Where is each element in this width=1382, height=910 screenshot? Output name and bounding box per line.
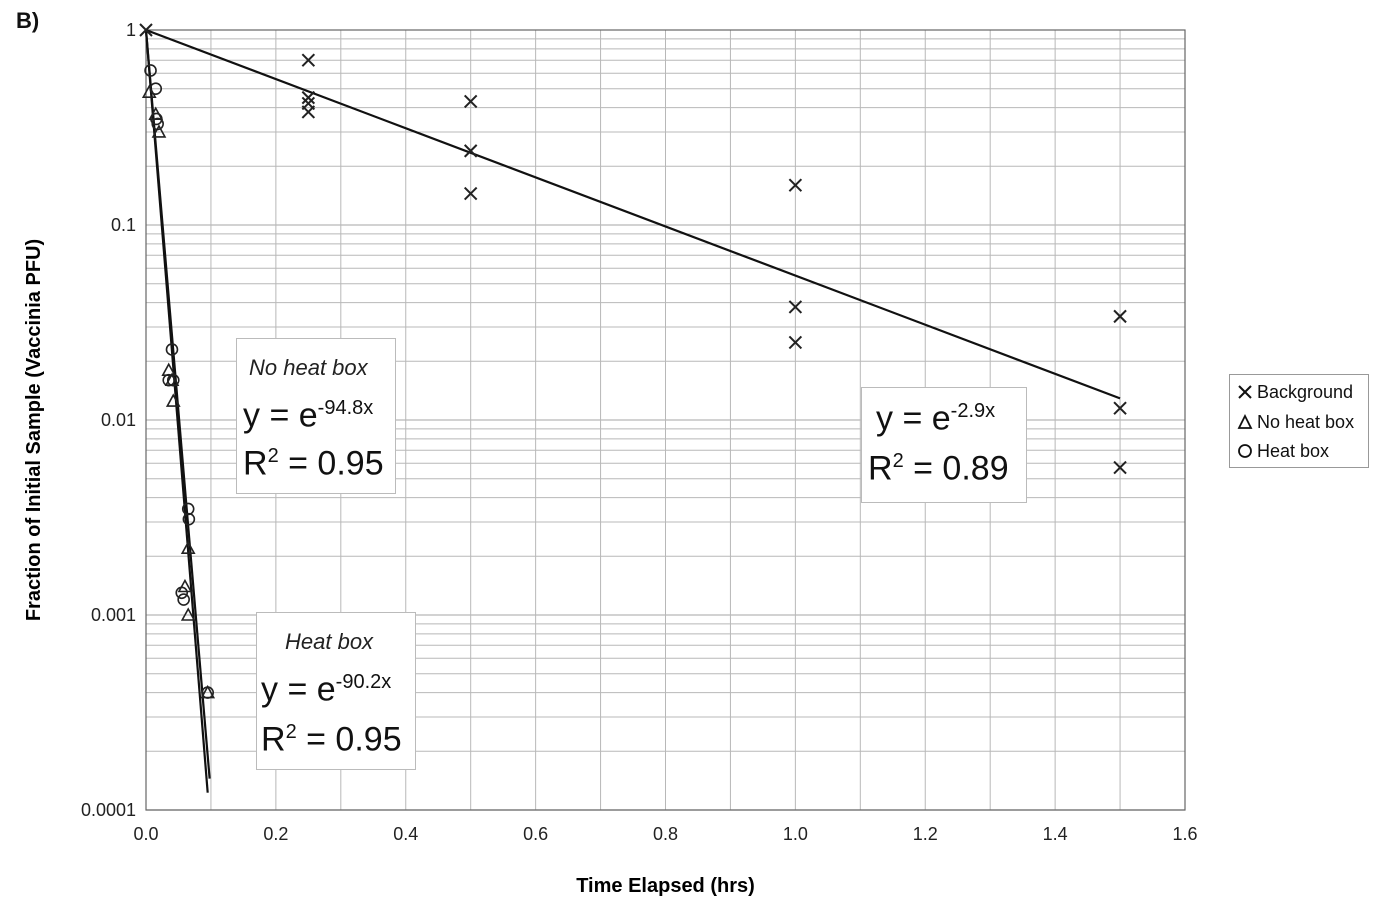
r-squared: R2 = 0.89 bbox=[868, 449, 1009, 488]
marker-circle bbox=[149, 82, 163, 96]
x-tick-label: 0.4 bbox=[393, 824, 418, 844]
marker-x-stroke bbox=[788, 178, 803, 192]
marker-x bbox=[301, 105, 316, 119]
y-tick-label: 0.01 bbox=[101, 410, 136, 430]
equation: y = e-2.9x bbox=[876, 399, 996, 438]
marker-circle bbox=[150, 112, 163, 126]
marker-x bbox=[301, 90, 316, 105]
equation-box-background: y = e-2.9x R2 = 0.89 bbox=[861, 387, 1027, 503]
equation-box-no-heat: No heat box y = e-94.8x R2 = 0.95 bbox=[236, 338, 396, 494]
marker-x-stroke bbox=[1113, 309, 1127, 324]
marker-triangle bbox=[180, 607, 196, 621]
circle-marker-icon bbox=[1238, 444, 1252, 458]
x-tick-label: 0.6 bbox=[523, 824, 548, 844]
x-tick-label: 0.0 bbox=[133, 824, 158, 844]
legend: Background No heat box Heat box bbox=[1229, 374, 1369, 468]
marker-circle bbox=[177, 593, 190, 606]
marker-circle bbox=[182, 512, 196, 526]
marker-triangle bbox=[151, 124, 167, 138]
legend-label: No heat box bbox=[1257, 411, 1355, 432]
x-tick-label: 1.0 bbox=[783, 824, 808, 844]
marker-x-stroke bbox=[788, 335, 803, 350]
marker-x-stroke bbox=[1113, 460, 1127, 475]
marker-x-stroke bbox=[463, 144, 478, 158]
marker-x-stroke bbox=[1113, 401, 1127, 415]
marker-x bbox=[463, 94, 478, 109]
r-squared: R2 = 0.95 bbox=[243, 444, 384, 483]
y-tick-label: 0.1 bbox=[111, 215, 136, 235]
x-axis-label: Time Elapsed (hrs) bbox=[576, 875, 755, 897]
marker-circle bbox=[151, 117, 164, 131]
marker-triangle bbox=[177, 578, 193, 593]
marker-x-stroke bbox=[463, 186, 478, 201]
marker-x bbox=[139, 23, 153, 37]
marker-triangle bbox=[165, 393, 181, 407]
panel-label: B) bbox=[16, 8, 40, 33]
marker-x-stroke bbox=[788, 300, 803, 314]
marker-circle bbox=[165, 343, 179, 356]
x-tick-label: 0.8 bbox=[653, 824, 678, 844]
triangle-marker-icon bbox=[1237, 413, 1253, 429]
marker-x-stroke bbox=[301, 90, 316, 105]
marker-x bbox=[788, 300, 803, 314]
equation: y = e-90.2x bbox=[261, 670, 392, 709]
equation-box-heat: Heat box y = e-90.2x R2 = 0.95 bbox=[256, 612, 416, 770]
marker-x-stroke bbox=[301, 105, 316, 119]
equation-title: No heat box bbox=[249, 355, 368, 380]
marker-circle bbox=[201, 686, 214, 699]
marker-x bbox=[463, 186, 478, 201]
marker-x bbox=[1113, 309, 1127, 324]
equation-title: Heat box bbox=[285, 629, 374, 654]
r-squared: R2 = 0.95 bbox=[261, 720, 402, 759]
y-tick-label: 1 bbox=[126, 20, 136, 40]
x-marker-icon bbox=[1238, 385, 1252, 399]
marker-x bbox=[1113, 401, 1127, 415]
marker-circle bbox=[166, 373, 180, 387]
x-tick-label: 0.2 bbox=[263, 824, 288, 844]
x-tick-label: 1.6 bbox=[1172, 824, 1197, 844]
legend-item-heat-box: Heat box bbox=[1236, 438, 1329, 464]
marker-triangle bbox=[141, 84, 157, 98]
x-tick-label: 1.4 bbox=[1043, 824, 1068, 844]
marker-x bbox=[788, 178, 803, 192]
y-tick-label: 0.0001 bbox=[81, 800, 136, 820]
y-axis-label: Fraction of Initial Sample (Vaccinia PFU… bbox=[23, 239, 45, 621]
legend-item-no-heat-box: No heat box bbox=[1236, 409, 1354, 435]
x-tick-label: 1.2 bbox=[913, 824, 938, 844]
data-markers bbox=[139, 23, 1127, 699]
trendline bbox=[145, 28, 1121, 400]
marker-circle bbox=[175, 586, 189, 600]
marker-x-stroke bbox=[301, 53, 316, 67]
marker-x-stroke bbox=[463, 94, 478, 109]
marker-circle bbox=[144, 64, 157, 77]
marker-triangle bbox=[180, 540, 196, 555]
marker-x bbox=[788, 335, 803, 350]
equation: y = e-94.8x bbox=[243, 396, 374, 435]
tick-labels: 0.0 0.2 0.4 0.6 0.8 1.0 1.2 1.4 1.6 0.0001 0.001 0.… bbox=[81, 20, 1198, 844]
legend-label: Heat box bbox=[1257, 440, 1330, 461]
marker-x bbox=[463, 144, 478, 158]
marker-x bbox=[1113, 460, 1127, 475]
legend-item-background: Background bbox=[1236, 379, 1353, 405]
marker-x bbox=[301, 53, 316, 67]
plot-frame bbox=[145, 29, 1186, 811]
y-tick-label: 0.001 bbox=[91, 605, 136, 625]
marker-x-stroke bbox=[139, 23, 153, 37]
marker-circle bbox=[162, 373, 176, 387]
legend-label: Background bbox=[1257, 381, 1354, 402]
